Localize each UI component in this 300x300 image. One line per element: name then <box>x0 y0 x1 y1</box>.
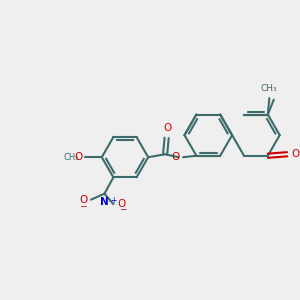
Text: N: N <box>100 197 109 207</box>
Text: O: O <box>163 123 171 134</box>
Text: O: O <box>117 199 125 209</box>
Text: O: O <box>75 152 83 162</box>
Text: O: O <box>79 195 88 205</box>
Text: +: + <box>110 196 116 205</box>
Text: CH₃: CH₃ <box>261 84 278 93</box>
Text: −: − <box>79 202 86 211</box>
Text: CH₃: CH₃ <box>63 153 79 162</box>
Text: O: O <box>171 152 179 162</box>
Text: O: O <box>291 149 299 159</box>
Text: −: − <box>118 204 126 213</box>
